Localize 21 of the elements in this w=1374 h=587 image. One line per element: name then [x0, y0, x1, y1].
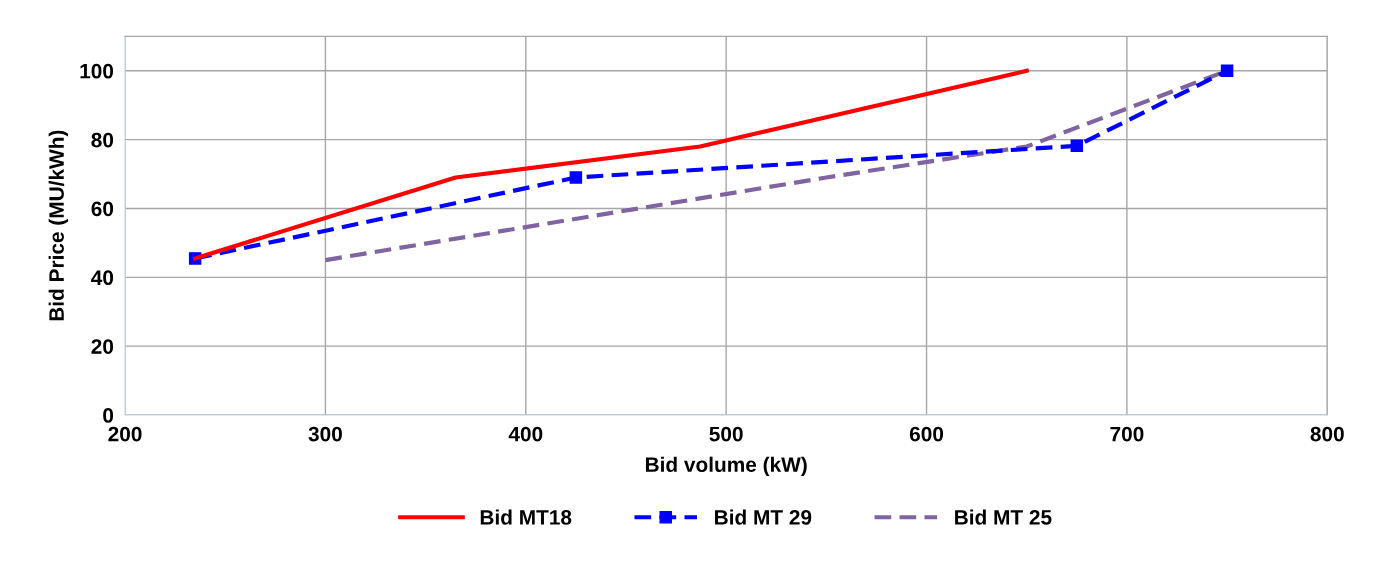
y-tick-label: 40 [91, 270, 114, 286]
y-tick-label: 100 [80, 63, 114, 79]
x-tick-label: 300 [308, 426, 342, 442]
x-tick-label: 600 [909, 426, 944, 442]
y-tick-label: 20 [91, 339, 114, 354]
y-axis-title: Bid Price (MU/kWh) [48, 130, 69, 321]
x-tick-label: 200 [108, 426, 142, 442]
x-tick-label: 800 [1310, 426, 1344, 442]
y-tick-label: 0 [103, 408, 114, 423]
x-tick-label: 400 [508, 426, 543, 442]
x-axis-title: Bid volume (kW) [645, 456, 807, 477]
point [1070, 139, 1084, 153]
x-tick-label: 700 [1110, 426, 1144, 442]
legend-label: Bid MT 29 [715, 509, 812, 525]
x-tick-label: 500 [709, 426, 743, 442]
point [1220, 64, 1234, 78]
point [569, 171, 583, 184]
legend-label: Bid MT 25 [955, 509, 1052, 525]
legend-label: Bid MT18 [480, 509, 572, 525]
y-tick-label: 80 [91, 132, 114, 148]
y-tick-label: 60 [91, 201, 114, 217]
